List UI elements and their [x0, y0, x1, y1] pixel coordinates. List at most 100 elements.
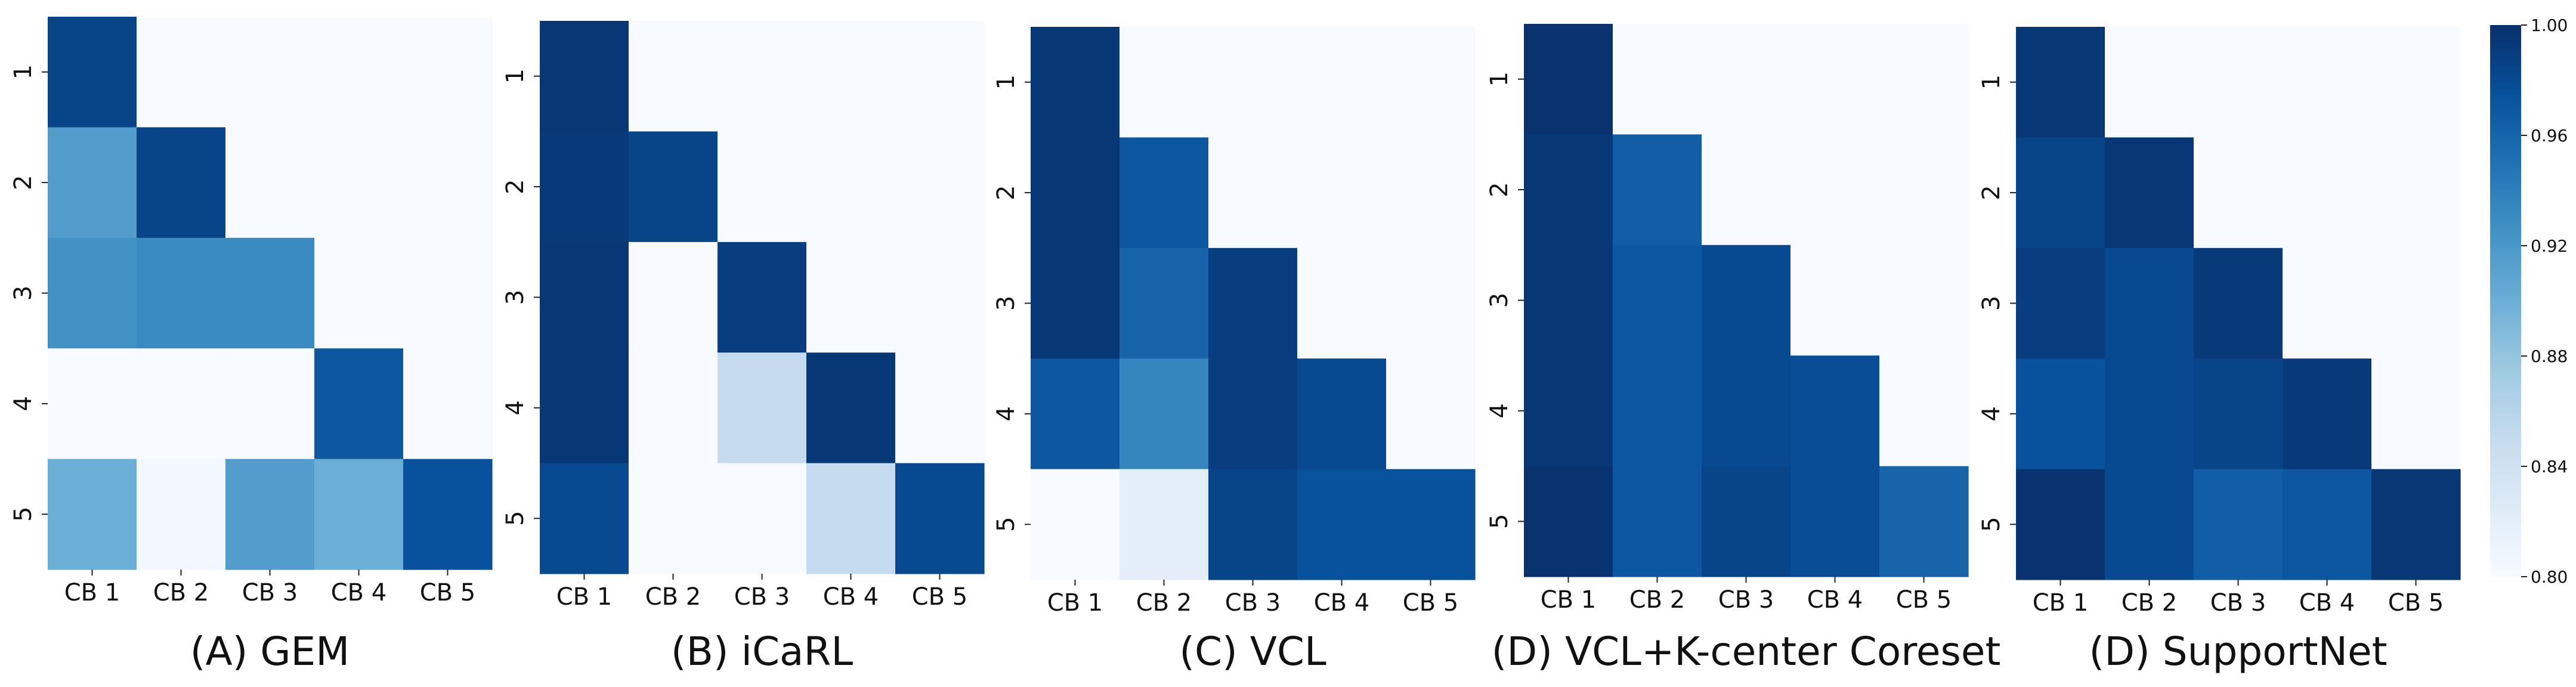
- heatmap-cell-r4-c2: [2105, 358, 2194, 470]
- heatmap-cell-r4-c4: [314, 348, 404, 460]
- heatmap-cell-r2-c3: [225, 127, 315, 239]
- heatmap-cell-r5-c5: [2371, 469, 2461, 580]
- heatmap-cell-r2-c2: [629, 131, 718, 243]
- heatmap-cell-r5-c2: [2105, 469, 2194, 580]
- heatmap-cell-r3-c2: [137, 237, 226, 349]
- heatmap-cell-r2-c3: [2194, 137, 2283, 249]
- x-tick-label: CB 2: [1629, 586, 1686, 614]
- y-tick-label: 4: [1486, 403, 1513, 418]
- heatmap-cell-r1-c5: [895, 21, 985, 132]
- y-tick-label: 3: [1486, 293, 1513, 308]
- heatmap-cell-r2-c4: [1297, 137, 1387, 249]
- heatmap-cell-r3-c5: [1386, 247, 1476, 359]
- y-tick-label: 5: [10, 507, 37, 522]
- y-tick-label: 5: [1978, 517, 2005, 532]
- heatmap-cell-r2-c1: [48, 127, 137, 239]
- heatmap-cell-r3-c4: [1297, 247, 1387, 359]
- heatmap-cell-r1-c3: [1702, 24, 1791, 135]
- heatmap-cell-r4-c4: [1297, 358, 1387, 470]
- heatmap-cell-r4-c4: [806, 352, 896, 464]
- heatmap-cell-r1-c4: [806, 21, 896, 132]
- colorbar-gradient: [2490, 25, 2521, 577]
- heatmap-cell-r3-c5: [1879, 245, 1969, 356]
- x-tick-label: CB 5: [912, 583, 968, 611]
- heatmap-cell-r2-c4: [2283, 137, 2372, 249]
- y-tick-label: 4: [1978, 406, 2005, 421]
- heatmap-cell-r5-c1: [1524, 466, 1613, 577]
- heatmap-cell-r4-c1: [48, 348, 137, 460]
- heatmap-cell-r1-c1: [48, 17, 137, 128]
- heatmap-cell-r1-c2: [137, 17, 226, 128]
- heatmap-cell-r2-c2: [137, 127, 226, 239]
- x-tick-label: CB 4: [2299, 589, 2355, 617]
- heatmap-cell-r2-c5: [1386, 137, 1476, 249]
- y-tick-label: 2: [10, 175, 37, 190]
- y-tick-label: 5: [502, 511, 529, 526]
- heatmap-cell-r3-c2: [2105, 247, 2194, 359]
- x-tick-label: CB 3: [734, 583, 790, 611]
- y-tick-label: 5: [1486, 514, 1513, 529]
- heatmap-cell-r2-c1: [540, 131, 629, 243]
- heatmap-cell-r1-c1: [1031, 27, 1120, 138]
- x-tick-label: CB 4: [1807, 586, 1863, 614]
- heatmap-cell-r3-c3: [1702, 245, 1791, 356]
- y-tick-label: 1: [1978, 75, 2005, 89]
- heatmap-cell-r4-c3: [718, 352, 807, 464]
- heatmap-cell-r1-c3: [225, 17, 315, 128]
- y-tick-label: 4: [502, 400, 529, 415]
- heatmap-cell-r1-c5: [1879, 24, 1969, 135]
- heatmap-cell-r3-c3: [225, 237, 315, 349]
- heatmap-cell-r5-c3: [225, 459, 315, 570]
- y-tick-label: 4: [10, 396, 37, 411]
- heatmap-cell-r4-c5: [895, 352, 985, 464]
- heatmap-cell-r4-c1: [540, 352, 629, 464]
- x-tick-label: CB 2: [645, 583, 701, 611]
- heatmap-cell-r3-c2: [1120, 247, 1209, 359]
- heatmap-cell-r2-c4: [314, 127, 404, 239]
- heatmap-cell-r3-c4: [314, 237, 404, 349]
- y-tick-label: 2: [1486, 182, 1513, 197]
- x-tick-label: CB 1: [64, 579, 120, 606]
- heatmap-panel-3: CB 1 CB 2 CB 3 CB 4 CB 5 1 2 3 4 5 (C) VCL: [992, 27, 1476, 674]
- heatmap-cell-r1-c4: [1297, 27, 1387, 138]
- heatmap-cell-r2-c3: [1702, 134, 1791, 246]
- colorbar-tick-label: 0.92: [2531, 236, 2568, 256]
- y-tick-label: 4: [992, 406, 1020, 421]
- x-tick-label: CB 4: [331, 579, 387, 606]
- heatmap-panel-4: CB 1 CB 2 CB 3 CB 4 CB 5 1 2 3 4 5 (D) VCL+K-cente…: [1486, 24, 2000, 674]
- x-tick-label: CB 5: [1896, 586, 1952, 614]
- x-tick-label: CB 1: [1047, 589, 1103, 617]
- heatmap-cell-r5-c4: [1790, 466, 1880, 577]
- heatmap-cell-r2-c3: [1208, 137, 1298, 249]
- heatmap-cell-r1-c2: [629, 21, 718, 132]
- heatmap-cell-r4-c3: [2194, 358, 2283, 470]
- heatmap-cell-r4-c5: [403, 348, 493, 460]
- heatmap-cell-r1-c2: [1120, 27, 1209, 138]
- heatmap-cell-r2-c5: [1879, 134, 1969, 246]
- heatmap-cell-r3-c1: [48, 237, 137, 349]
- heatmap-cell-r3-c3: [718, 242, 807, 353]
- y-tick-label: 1: [502, 69, 529, 83]
- heatmap-cell-r1-c5: [403, 17, 493, 128]
- heatmap-cell-r1-c1: [540, 21, 629, 132]
- x-tick-label: CB 3: [1718, 586, 1774, 614]
- heatmap-cell-r5-c5: [403, 459, 493, 570]
- y-tick-label: 3: [1978, 296, 2005, 311]
- panel-caption: (B) iCaRL: [671, 629, 853, 674]
- heatmap-cell-r2-c5: [403, 127, 493, 239]
- heatmap-cell-r4-c3: [225, 348, 315, 460]
- x-tick-label: CB 1: [556, 583, 613, 611]
- heatmap-cell-r1-c3: [1208, 27, 1298, 138]
- heatmap-cell-r3-c4: [2283, 247, 2372, 359]
- heatmap-cell-r2-c4: [806, 131, 896, 243]
- x-tick-label: CB 4: [1314, 589, 1370, 617]
- x-tick-label: CB 4: [823, 583, 879, 611]
- panel-caption: (C) VCL: [1179, 629, 1326, 674]
- heatmap-cell-r5-c3: [1702, 466, 1791, 577]
- heatmap-cell-r2-c5: [895, 131, 985, 243]
- y-tick-label: 2: [502, 179, 529, 194]
- heatmap-cell-r3-c1: [1524, 245, 1613, 356]
- x-tick-label: CB 2: [1136, 589, 1192, 617]
- heatmap-cell-r5-c3: [718, 463, 807, 574]
